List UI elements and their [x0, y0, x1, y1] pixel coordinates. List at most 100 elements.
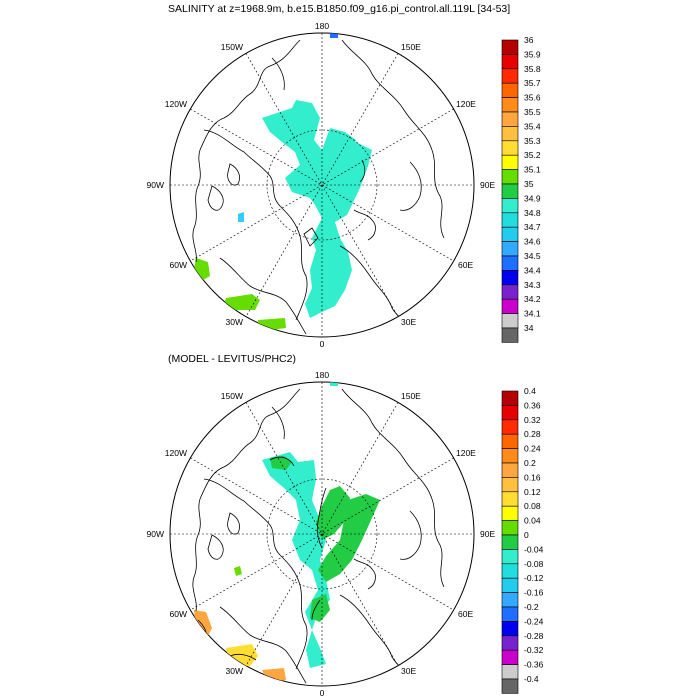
- bottom-colorbar: 0.4 0.36 0.32 0.28 0.24 0.2 0.16 0.12 0.08 0.04 0 -…: [501, 386, 544, 694]
- bottom-field-positive-eurasian: [318, 494, 380, 582]
- colorbar-swatch: [501, 606, 519, 622]
- top-label-90e: 90E: [480, 180, 495, 190]
- colorbar-swatch: [501, 126, 519, 142]
- top-label-0: 0: [320, 339, 325, 349]
- bottom-field-positive-lomonosov: [316, 486, 350, 540]
- top-label-30e: 30E: [401, 317, 416, 327]
- colorbar-label: -0.24: [524, 616, 544, 626]
- colorbar-label: 35.7: [524, 78, 541, 88]
- bottom-coast-north-america: [192, 388, 301, 612]
- top-field-labrador: [224, 294, 260, 310]
- bottom-coast-canadian-archipelago: [203, 478, 308, 670]
- bottom-field-positive-fram: [310, 594, 330, 622]
- colorbar-label: 35.8: [524, 64, 541, 74]
- colorbar-label: 35.5: [524, 107, 541, 117]
- colorbar-label: 34.7: [524, 222, 541, 232]
- colorbar-swatch: [501, 183, 519, 199]
- colorbar-label: 34.4: [524, 265, 541, 275]
- colorbar-label: 0.08: [524, 501, 541, 511]
- panel-subtitle: (MODEL - LEVITUS/PHC2): [168, 353, 296, 365]
- colorbar-label: -0.04: [524, 544, 544, 554]
- top-label-150e: 150E: [401, 42, 421, 52]
- bottom-label-150e: 150E: [401, 391, 421, 401]
- colorbar-swatch: [501, 82, 519, 98]
- colorbar-label: 0.24: [524, 444, 541, 454]
- figure-title: SALINITY at z=1968.9m, b.e15.B1850.f09_g…: [168, 3, 511, 15]
- top-longitude-labels: 180 150E 120E 90E 60E 30E 0 30W 60W 90W …: [147, 21, 496, 349]
- colorbar-label: -0.08: [524, 559, 544, 569]
- bottom-label-120w: 120W: [165, 448, 187, 458]
- top-label-120w: 120W: [165, 99, 187, 109]
- bottom-coast-greenland: [219, 606, 307, 684]
- colorbar-label: 34.1: [524, 309, 541, 319]
- colorbar-swatch: [501, 154, 519, 170]
- colorbar-label: 0.4: [524, 386, 536, 396]
- bottom-label-120e: 120E: [456, 448, 476, 458]
- colorbar-swatch: [501, 477, 519, 493]
- top-label-180: 180: [315, 21, 329, 31]
- colorbar-label: 34.8: [524, 208, 541, 218]
- top-label-30w: 30W: [226, 317, 243, 327]
- top-label-150w: 150W: [221, 42, 243, 52]
- colorbar-label: 35.9: [524, 49, 541, 59]
- colorbar-swatch: [501, 433, 519, 449]
- colorbar-swatch: [501, 520, 519, 536]
- colorbar-swatch: [501, 405, 519, 421]
- colorbar-label: 34.9: [524, 193, 541, 203]
- colorbar-swatch: [501, 621, 519, 637]
- colorbar-label: -0.4: [524, 674, 539, 684]
- colorbar-label: 0: [524, 530, 529, 540]
- colorbar-label: 36: [524, 35, 534, 45]
- colorbar-swatch: [501, 419, 519, 435]
- colorbar-swatch: [501, 226, 519, 242]
- colorbar-label: 34.3: [524, 280, 541, 290]
- colorbar-label: 35.6: [524, 93, 541, 103]
- colorbar-swatch: [501, 327, 519, 343]
- bottom-label-0: 0: [320, 688, 325, 698]
- colorbar-label: -0.28: [524, 631, 544, 641]
- colorbar-label: 0.12: [524, 487, 541, 497]
- colorbar-label: 34.5: [524, 251, 541, 261]
- bottom-longitude-labels: 180 150E 120E 90E 60E 30E 0 30W 60W 90W …: [147, 370, 496, 698]
- bottom-label-60e: 60E: [458, 609, 473, 619]
- colorbar-swatch: [501, 678, 519, 694]
- colorbar-swatch: [501, 563, 519, 579]
- bottom-contour-b: [316, 487, 327, 549]
- bottom-field-positive-hudson: [234, 566, 242, 576]
- colorbar-swatch: [501, 270, 519, 286]
- colorbar-swatch: [501, 462, 519, 478]
- top-coast-island-c: [303, 227, 319, 247]
- top-coast-alaska: [271, 57, 285, 91]
- colorbar-swatch: [501, 68, 519, 84]
- top-field-north-atlantic: [258, 318, 286, 330]
- colorbar-label: 34: [524, 323, 534, 333]
- colorbar-swatch: [501, 664, 519, 680]
- colorbar-swatch: [501, 649, 519, 665]
- bottom-label-150w: 150W: [221, 391, 243, 401]
- colorbar-swatch: [501, 491, 519, 507]
- bottom-coast-novaya-zemlya: [399, 510, 422, 560]
- colorbar-label: 0.36: [524, 400, 541, 410]
- bottom-field-positive-atlantic: [262, 668, 286, 682]
- colorbar-swatch: [501, 313, 519, 329]
- colorbar-swatch: [501, 390, 519, 406]
- bottom-label-90w: 90W: [147, 529, 164, 539]
- colorbar-swatch: [501, 39, 519, 55]
- top-label-90w: 90W: [147, 180, 164, 190]
- colorbar-label: 0.28: [524, 429, 541, 439]
- colorbar-swatch: [501, 169, 519, 185]
- colorbar-label: 35.4: [524, 121, 541, 131]
- top-coast-island-a: [207, 185, 224, 211]
- colorbar-swatch: [501, 505, 519, 521]
- bottom-label-180: 180: [315, 370, 329, 380]
- bottom-coast-svalbard: [353, 558, 376, 590]
- bottom-label-30w: 30W: [226, 666, 243, 676]
- bottom-graticule: [170, 382, 474, 686]
- top-label-60e: 60E: [458, 260, 473, 270]
- top-coast-siberia: [341, 39, 445, 239]
- bottom-coast-island-a: [207, 534, 224, 560]
- colorbar-swatch: [501, 448, 519, 464]
- top-coast-greenland: [219, 257, 307, 335]
- colorbar-swatch: [501, 54, 519, 70]
